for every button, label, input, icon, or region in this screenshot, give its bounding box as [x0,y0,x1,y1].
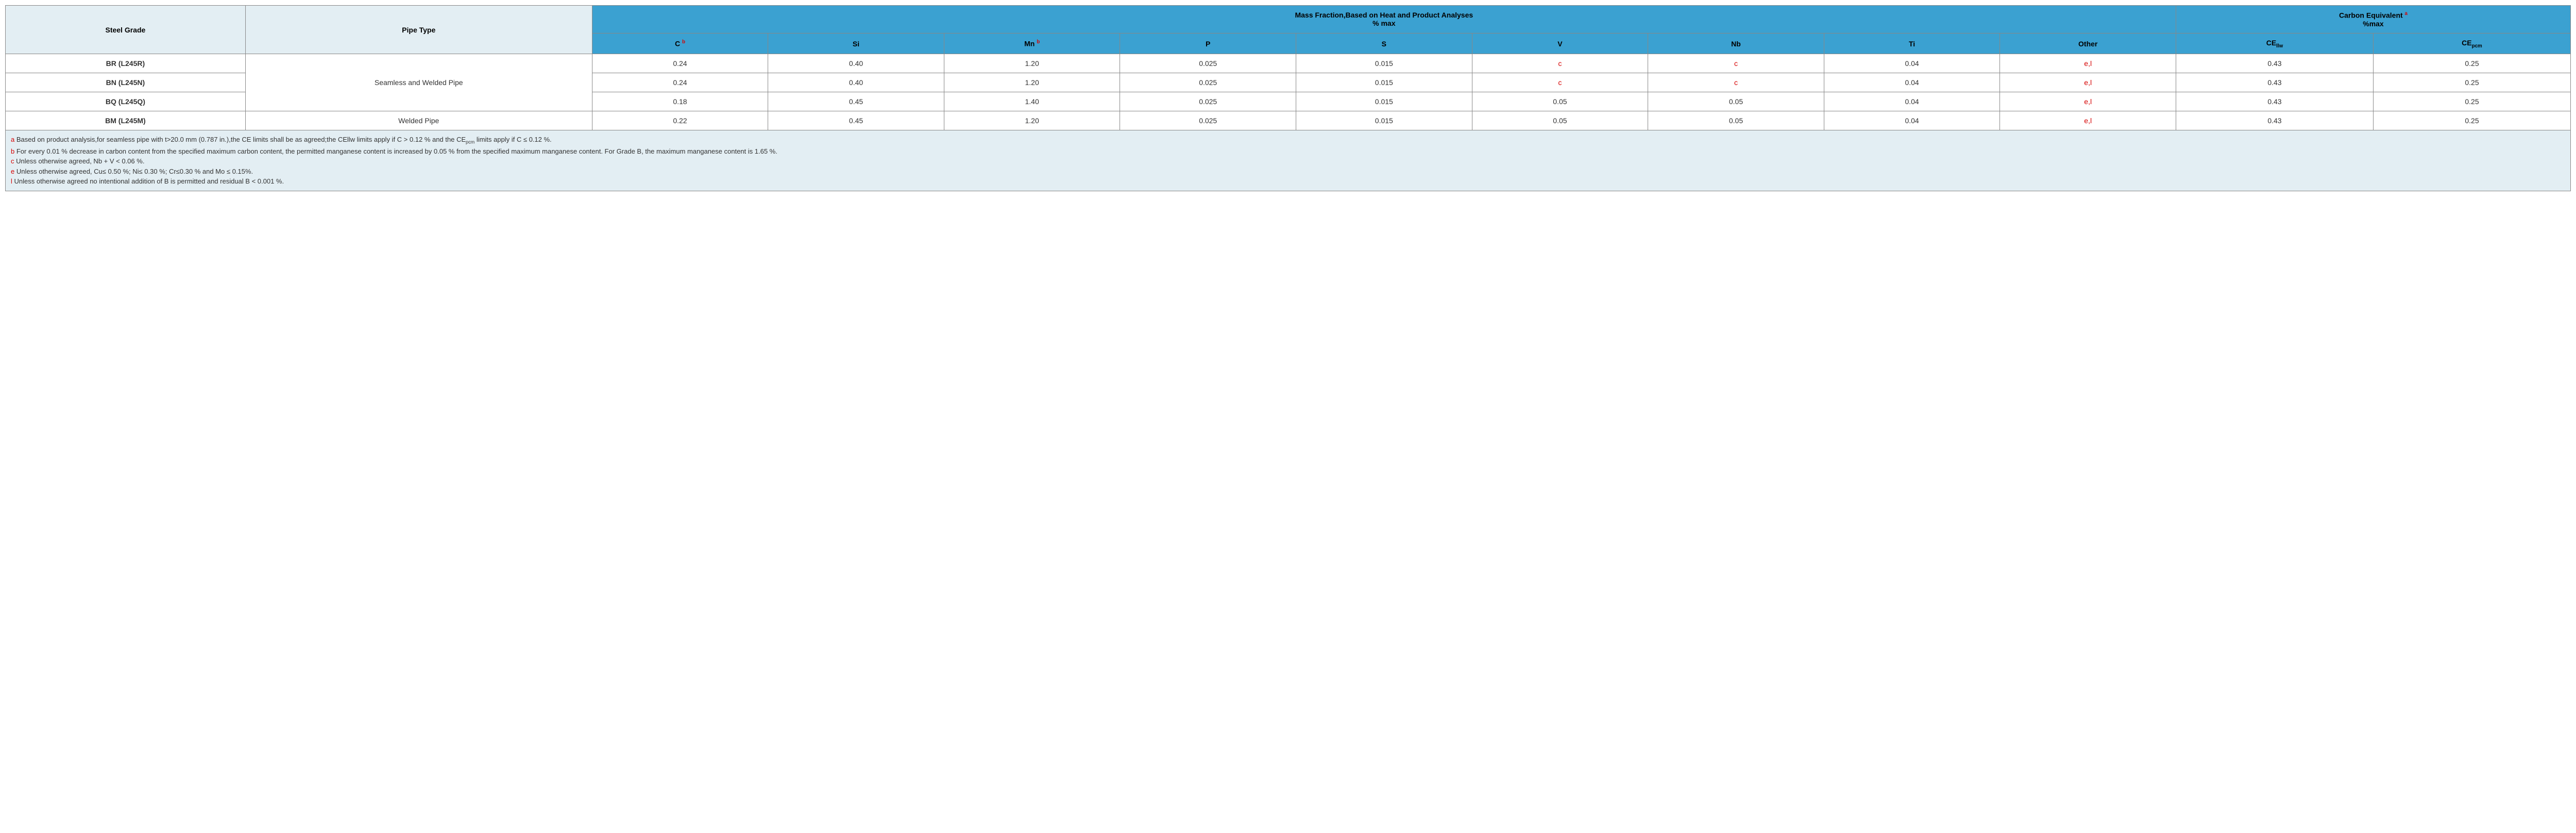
col-s: S [1296,33,1472,54]
footnote-a: a Based on product analysis,for seamless… [11,135,2565,146]
cell-other: e,l [2000,73,2176,92]
cell-p: 0.025 [1120,111,1296,130]
cell-grade: BN (L245N) [6,73,246,92]
cell-si: 0.45 [768,92,944,111]
cell-grade: BR (L245R) [6,54,246,73]
cell-grade: BQ (L245Q) [6,92,246,111]
table-row: BR (L245R) Seamless and Welded Pipe 0.24… [6,54,2571,73]
cell-c: 0.22 [592,111,768,130]
cell-p: 0.025 [1120,73,1296,92]
cell-nb: 0.05 [1648,111,1824,130]
carbon-eq-title-l1: Carbon Equivalent [2339,11,2403,20]
cell-nb: c [1648,54,1824,73]
col-pipe-type: Pipe Type [245,6,592,54]
col-group-mass-fraction: Mass Fraction,Based on Heat and Product … [592,6,2176,34]
col-mn: Mn b [944,33,1120,54]
footnote-e: e Unless otherwise agreed, Cu≤ 0.50 %; N… [11,166,2565,177]
mass-fraction-title-l1: Mass Fraction,Based on Heat and Product … [1295,11,1473,19]
carbon-eq-title-l2: %max [2363,20,2383,28]
cell-cellw: 0.43 [2176,54,2373,73]
col-p: P [1120,33,1296,54]
footnotes: a Based on product analysis,for seamless… [5,130,2571,191]
cell-grade: BM (L245M) [6,111,246,130]
cell-si: 0.45 [768,111,944,130]
col-cellw: CEllw [2176,33,2373,54]
footnote-l: l Unless otherwise agreed no intentional… [11,176,2565,187]
cell-nb: 0.05 [1648,92,1824,111]
table-body: BR (L245R) Seamless and Welded Pipe 0.24… [6,54,2571,130]
cell-v: c [1472,73,1648,92]
cell-ti: 0.04 [1824,54,2000,73]
cell-cellw: 0.43 [2176,92,2373,111]
cell-cellw: 0.43 [2176,73,2373,92]
cell-cepcm: 0.25 [2373,73,2570,92]
cell-si: 0.40 [768,73,944,92]
footnote-b: b For every 0.01 % decrease in carbon co… [11,146,2565,157]
cell-s: 0.015 [1296,73,1472,92]
cell-v: c [1472,54,1648,73]
carbon-eq-note: a [2405,11,2408,16]
cell-mn: 1.20 [944,73,1120,92]
cell-c: 0.18 [592,92,768,111]
cell-c: 0.24 [592,73,768,92]
col-cepcm: CEpcm [2373,33,2570,54]
cell-s: 0.015 [1296,111,1472,130]
cell-other: e,l [2000,92,2176,111]
cell-other: e,l [2000,54,2176,73]
cell-mn: 1.20 [944,111,1120,130]
cell-cepcm: 0.25 [2373,92,2570,111]
cell-p: 0.025 [1120,54,1296,73]
cell-p: 0.025 [1120,92,1296,111]
cell-v: 0.05 [1472,111,1648,130]
cell-s: 0.015 [1296,54,1472,73]
steel-grade-table: Steel Grade Pipe Type Mass Fraction,Base… [5,5,2571,130]
col-group-carbon-eq: Carbon Equivalent a %max [2176,6,2570,34]
cell-mn: 1.40 [944,92,1120,111]
cell-v: 0.05 [1472,92,1648,111]
cell-cepcm: 0.25 [2373,54,2570,73]
col-other: Other [2000,33,2176,54]
cell-pipetype: Welded Pipe [245,111,592,130]
cell-cepcm: 0.25 [2373,111,2570,130]
mass-fraction-title-l2: % max [1372,19,1395,27]
cell-other: e,l [2000,111,2176,130]
table-row: BM (L245M) Welded Pipe 0.22 0.45 1.20 0.… [6,111,2571,130]
col-si: Si [768,33,944,54]
cell-nb: c [1648,73,1824,92]
cell-mn: 1.20 [944,54,1120,73]
footnote-c: c Unless otherwise agreed, Nb + V < 0.06… [11,156,2565,166]
col-ti: Ti [1824,33,2000,54]
cell-cellw: 0.43 [2176,111,2373,130]
cell-ti: 0.04 [1824,73,2000,92]
col-v: V [1472,33,1648,54]
cell-pipetype: Seamless and Welded Pipe [245,54,592,111]
cell-s: 0.015 [1296,92,1472,111]
col-c: C b [592,33,768,54]
cell-c: 0.24 [592,54,768,73]
col-nb: Nb [1648,33,1824,54]
cell-ti: 0.04 [1824,111,2000,130]
col-steel-grade: Steel Grade [6,6,246,54]
cell-si: 0.40 [768,54,944,73]
cell-ti: 0.04 [1824,92,2000,111]
